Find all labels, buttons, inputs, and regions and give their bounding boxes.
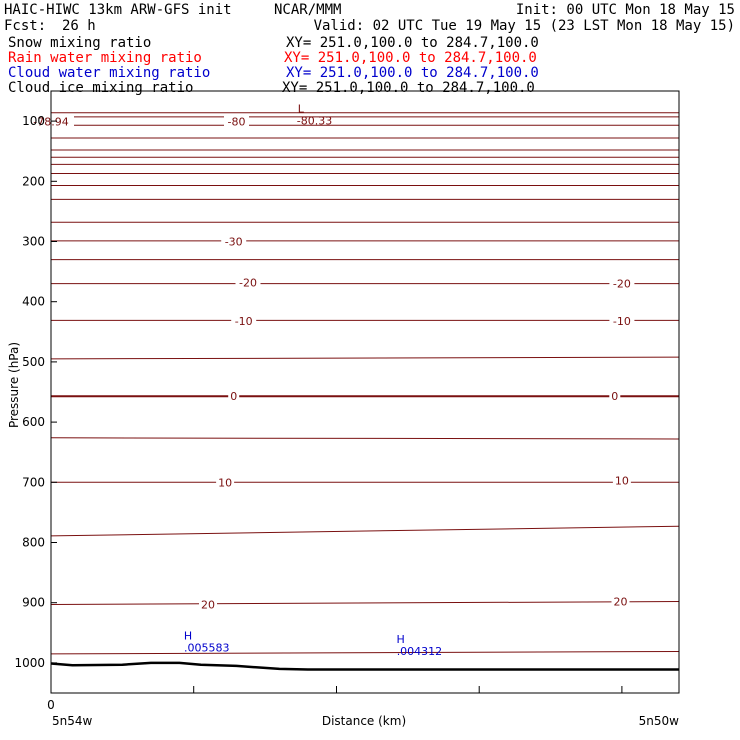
header-org: NCAR/MMM bbox=[274, 2, 341, 18]
contour-label-0: -30 bbox=[225, 236, 243, 249]
extremum-symbol-1: H bbox=[184, 629, 192, 642]
isotherm-line-21 bbox=[50, 651, 680, 655]
y-tick-label-3: 400 bbox=[22, 295, 45, 309]
x-right-endpoint-label: 5n50w bbox=[639, 714, 680, 728]
x-axis-title: Distance (km) bbox=[322, 714, 406, 728]
contour-label-11: -80 bbox=[228, 116, 246, 129]
field-name-rain: Rain water mixing ratio bbox=[8, 50, 202, 66]
isotherm-line-15 bbox=[50, 356, 680, 360]
isotherm-line-19 bbox=[50, 525, 680, 537]
contour-label-bg-7 bbox=[216, 476, 235, 489]
header-fcst-label: Fcst: bbox=[4, 18, 46, 34]
header-init: Init: 00 UTC Mon 18 May 15 bbox=[516, 2, 735, 18]
extremum-symbol-2: H bbox=[397, 633, 405, 646]
contour-label-bg-5 bbox=[228, 390, 240, 403]
field-xy-cloud-ice: XY= 251.0,100.0 to 284.7,100.0 bbox=[282, 80, 535, 96]
field-name-cloud-ice: Cloud ice mixing ratio bbox=[8, 80, 193, 96]
extremum-value-0: -80.33 bbox=[297, 115, 332, 128]
contour-label-7: 10 bbox=[218, 476, 232, 489]
extremum-value-1: .005583 bbox=[184, 641, 230, 654]
y-tick-label-6: 700 bbox=[22, 475, 45, 489]
contour-label-6: 0 bbox=[611, 390, 618, 403]
isotherm-line-20 bbox=[50, 601, 680, 605]
field-xy-cloud-water: XY= 251.0,100.0 to 284.7,100.0 bbox=[286, 65, 539, 81]
y-tick-label-1: 200 bbox=[22, 174, 45, 188]
contour-label-bg-10 bbox=[611, 595, 630, 608]
contour-label-bg-9 bbox=[199, 598, 217, 611]
y-tick-label-4: 500 bbox=[22, 355, 45, 369]
header-valid: Valid: 02 UTC Tue 19 May 15 (23 LST Mon … bbox=[314, 18, 735, 34]
contour-label-4: -10 bbox=[613, 315, 631, 328]
contour-label-bg-4 bbox=[609, 315, 635, 327]
field-xy-snow: XY= 251.0,100.0 to 284.7,100.0 bbox=[286, 35, 539, 51]
header-fcst-value: 26 h bbox=[62, 18, 96, 34]
contour-label-8: 10 bbox=[615, 475, 629, 488]
extremum-value-2: .004312 bbox=[397, 645, 443, 658]
contour-label-bg-1 bbox=[235, 276, 261, 289]
field-name-snow: Snow mixing ratio bbox=[8, 35, 151, 51]
y-tick-label-9: 1000 bbox=[14, 656, 45, 670]
y-tick-label-5: 600 bbox=[22, 415, 45, 429]
contour-label-5: 0 bbox=[230, 390, 237, 403]
extremum-symbol-0: L bbox=[298, 103, 305, 116]
contour-label-bg-3 bbox=[231, 315, 257, 327]
field-list: Snow mixing ratio XY= 251.0,100.0 to 284… bbox=[8, 35, 539, 96]
contour-label-1: -20 bbox=[239, 276, 257, 289]
x-tick-label-0: 0 bbox=[47, 698, 55, 712]
x-left-endpoint-label: 5n54w bbox=[52, 714, 93, 728]
contour-label-bg-6 bbox=[609, 390, 621, 403]
contour-label-bg-8 bbox=[612, 474, 631, 487]
field-xy-rain: XY= 251.0,100.0 to 284.7,100.0 bbox=[284, 50, 537, 66]
y-tick-label-8: 900 bbox=[22, 596, 45, 610]
contour-label-bg-11 bbox=[224, 115, 249, 128]
contour-label-2: -20 bbox=[613, 278, 631, 291]
contour-label-bg-0 bbox=[221, 235, 247, 248]
isotherm-line-17 bbox=[50, 437, 680, 440]
contour-label-3: -10 bbox=[235, 315, 253, 328]
terrain-line bbox=[50, 661, 679, 671]
contour-label-bg-2 bbox=[609, 277, 635, 290]
contour-label-10: 20 bbox=[614, 596, 628, 609]
y-tick-label-7: 800 bbox=[22, 536, 45, 550]
y-axis-title: Pressure (hPa) bbox=[7, 342, 21, 428]
header-title: HAIC-HIWC 13km ARW-GFS init bbox=[4, 2, 232, 18]
plot-frame bbox=[50, 90, 680, 694]
field-name-cloud-water: Cloud water mixing ratio bbox=[8, 65, 210, 81]
y-tick-label-2: 300 bbox=[22, 235, 45, 249]
contour-label-9: 20 bbox=[201, 599, 215, 612]
y-tick-label-0: 100 bbox=[22, 114, 45, 128]
